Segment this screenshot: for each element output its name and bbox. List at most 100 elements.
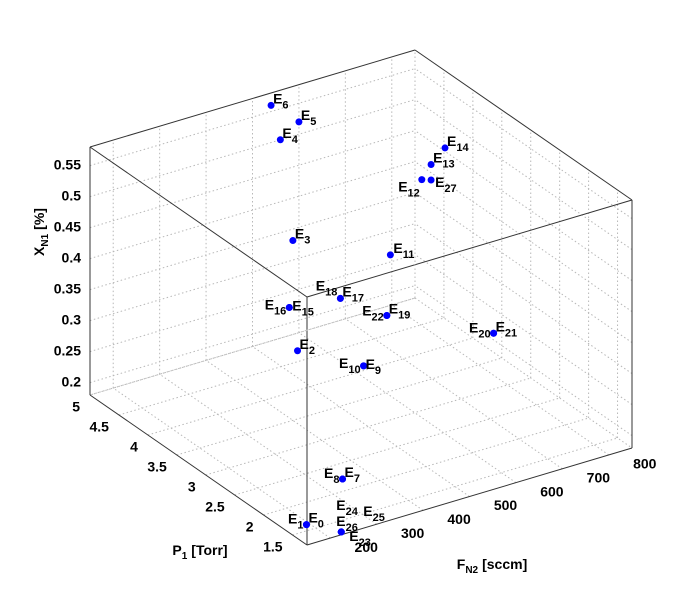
point-label: E3: [295, 225, 310, 246]
grid-line: [89, 285, 416, 384]
x-label-base: F: [457, 556, 466, 572]
point-label: E24: [336, 497, 358, 518]
point: [276, 136, 284, 144]
grid-line: [414, 254, 633, 406]
z-label-sub: N1: [40, 233, 51, 246]
y-tick-label: 3: [188, 479, 196, 495]
y-tick-label: 3.5: [147, 459, 167, 475]
grid-line: [89, 130, 416, 229]
grid-line: [252, 346, 470, 497]
y-label-rest: [Torr]: [191, 542, 227, 558]
point: [295, 118, 303, 126]
x-tick-label: 400: [447, 511, 471, 527]
grid-line: [89, 161, 416, 260]
point: [289, 237, 297, 245]
point-label: E22: [362, 302, 384, 323]
y-tick-label: 2: [246, 519, 254, 535]
box-edge: [89, 394, 308, 546]
x-tick-label: 700: [587, 469, 611, 485]
point-label: E1: [288, 510, 303, 531]
grid-line: [89, 297, 416, 396]
point: [337, 528, 345, 536]
grid-line: [89, 192, 416, 291]
point-label: E6: [273, 90, 288, 111]
y-tick-label: 2.5: [205, 499, 225, 515]
point-label: E21: [496, 318, 518, 339]
y-label-base: P: [172, 542, 181, 558]
point: [386, 251, 394, 259]
point-label: E16: [265, 296, 287, 317]
point: [441, 144, 449, 152]
z-label-base: X: [31, 246, 47, 256]
point-label: E23: [349, 528, 371, 549]
point: [302, 521, 310, 529]
point: [294, 347, 302, 355]
point-label: E17: [342, 283, 364, 304]
point: [383, 312, 391, 320]
point-label: E15: [292, 297, 314, 318]
y-tick-label: 5: [72, 399, 80, 415]
point-label: E10: [339, 355, 361, 376]
y-tick-label: 4.5: [89, 419, 109, 435]
point-label: E18: [316, 277, 338, 298]
grid-line: [89, 223, 416, 322]
point: [418, 176, 426, 184]
box-edge: [306, 199, 633, 298]
point: [339, 475, 347, 483]
x-tick-label: 800: [633, 456, 657, 472]
point: [490, 329, 498, 337]
x-label-sub: N2: [465, 565, 478, 576]
z-label-rest: [%]: [31, 208, 47, 230]
grid-line: [345, 318, 563, 470]
box-edge: [306, 447, 633, 546]
point-label: E13: [433, 149, 455, 170]
box-edge: [89, 297, 416, 396]
grid-line: [176, 357, 502, 456]
z-tick-label: 0.5: [62, 187, 82, 203]
grid-line: [89, 68, 416, 167]
x-tick-label: 600: [540, 483, 564, 499]
point-label: E19: [389, 300, 411, 321]
box-edge: [89, 49, 416, 148]
z-tick-label: 0.25: [54, 342, 81, 358]
grid-line: [298, 332, 517, 484]
grid-line: [112, 387, 331, 539]
grid-line: [414, 192, 633, 344]
grid-line: [414, 223, 633, 375]
x-label-rest: [sccm]: [482, 556, 527, 572]
y-label-sub: 1: [182, 551, 188, 562]
point-label: E5: [301, 107, 316, 128]
y-axis-label: P1 [Torr]: [172, 542, 227, 562]
grid-line: [205, 359, 424, 511]
grid-line: [89, 99, 416, 198]
point: [427, 176, 435, 184]
point: [267, 101, 275, 109]
x-tick-label: 200: [355, 539, 379, 555]
point-label: E2: [300, 335, 315, 356]
x-axis-label: FN2 [sccm]: [457, 556, 528, 576]
grid-line: [414, 99, 633, 251]
point-label: E0: [308, 509, 323, 530]
y-tick-label: 4: [130, 439, 138, 455]
grid-line: [118, 317, 445, 416]
point: [336, 294, 344, 302]
point-label: E25: [363, 503, 385, 524]
box-edge: [414, 297, 633, 449]
point-label: E14: [447, 133, 469, 154]
grid-line: [292, 437, 618, 536]
point: [360, 362, 368, 370]
z-tick-label: 0.2: [62, 373, 82, 389]
grid-line: [263, 417, 589, 516]
x-tick-label: 500: [494, 497, 518, 513]
grid-line: [147, 337, 474, 436]
y-tick-label: 1.5: [263, 539, 283, 555]
point: [285, 303, 293, 311]
point-label: E26: [336, 513, 358, 534]
z-tick-label: 0.55: [54, 156, 81, 172]
point-label: E27: [435, 174, 457, 195]
grid-line: [89, 254, 416, 353]
z-tick-label: 0.35: [54, 280, 81, 296]
point: [427, 160, 435, 168]
